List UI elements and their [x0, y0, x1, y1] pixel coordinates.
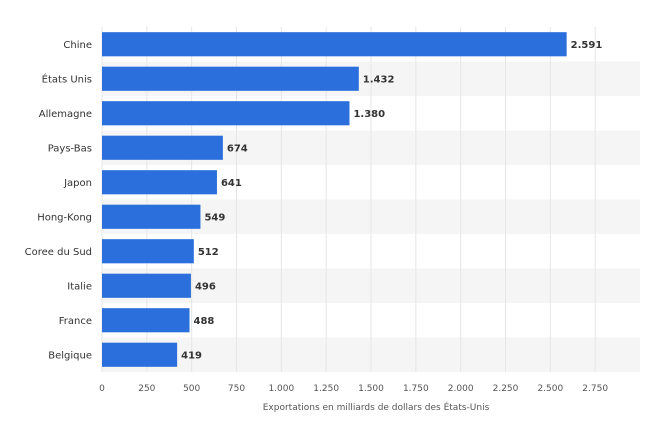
x-tick-label: 2.000 [448, 384, 474, 394]
category-label: Allemagne [39, 109, 92, 120]
category-label: Hong-Kong [37, 212, 92, 223]
x-tick-label: 1.500 [358, 384, 384, 394]
category-labels: Chine États Unis Allemagne Pays-Bas Japon Hon… [25, 40, 92, 362]
category-label: Belgique [48, 350, 92, 361]
value-labels: 2.591 1.432 1.380 674 641 549 512 496 488 419 [181, 40, 602, 362]
value-label: 512 [198, 247, 219, 258]
bars [102, 32, 567, 367]
value-label: 1.380 [353, 109, 385, 120]
category-label: États Unis [42, 72, 92, 85]
bar-7 [102, 273, 191, 298]
bar-6 [102, 239, 194, 264]
category-label: Pays-Bas [48, 143, 92, 154]
x-tick-label: 1.000 [268, 384, 294, 394]
bar-4 [102, 170, 217, 195]
x-tick-label: 2.500 [537, 384, 563, 394]
x-tick-label: 1.750 [403, 384, 429, 394]
x-tick-label: 500 [183, 384, 200, 394]
x-tick-label: 250 [138, 384, 155, 394]
x-tick-label: 1.250 [313, 384, 339, 394]
bar-2 [102, 101, 350, 126]
bar-9 [102, 342, 178, 367]
x-tick-label: 2.750 [582, 384, 608, 394]
x-tick-label: 0 [99, 384, 105, 394]
bar-8 [102, 308, 190, 333]
bar-1 [102, 66, 359, 91]
x-tick-label: 2.250 [493, 384, 519, 394]
category-label: France [59, 316, 92, 327]
value-label: 496 [195, 281, 216, 292]
bar-5 [102, 204, 201, 229]
category-label: Italie [67, 281, 92, 292]
value-label: 674 [227, 143, 248, 154]
bar-3 [102, 135, 223, 160]
value-label: 549 [204, 212, 225, 223]
x-tick-label: 750 [228, 384, 245, 394]
category-label: Japon [63, 178, 92, 189]
x-axis-title: Exportations en milliards de dollars des… [263, 401, 490, 413]
value-label: 641 [221, 178, 242, 189]
category-label: Coree du Sud [25, 247, 92, 258]
x-tick-labels: 0 250 500 750 1.000 1.250 1.500 1.750 2.000 2.250… [99, 384, 608, 394]
value-label: 419 [181, 350, 202, 361]
category-label: Chine [63, 40, 92, 51]
value-label: 1.432 [363, 74, 395, 85]
value-label: 2.591 [571, 40, 603, 51]
value-label: 488 [194, 316, 215, 327]
bar-0 [102, 32, 567, 57]
